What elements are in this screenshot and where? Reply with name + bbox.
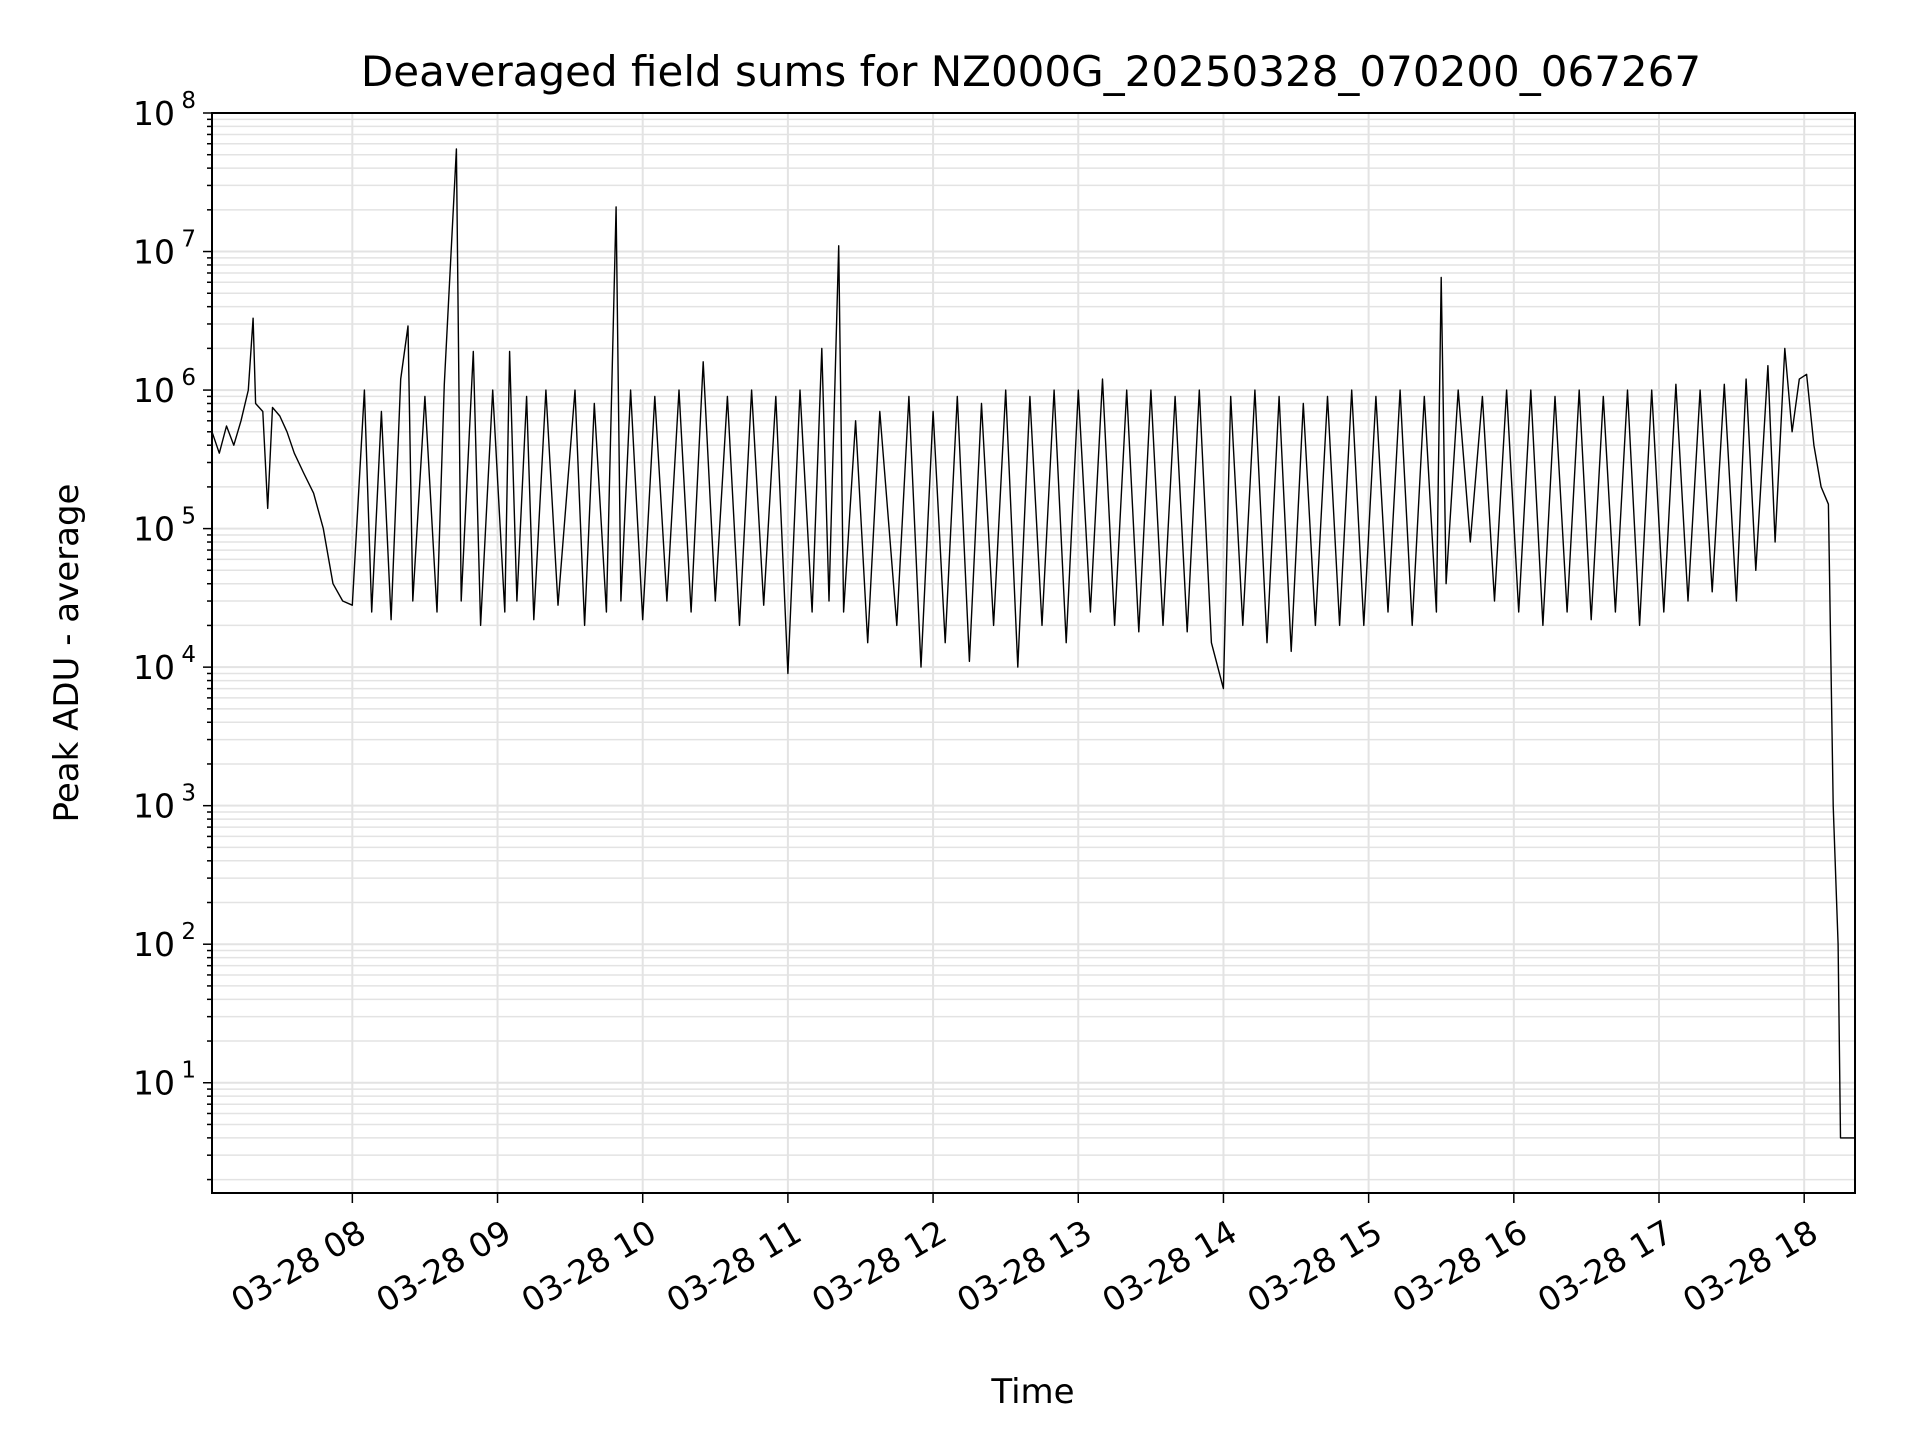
y-tick-exponent: 2 <box>181 919 196 945</box>
y-tick-label: 10 <box>133 648 175 687</box>
y-tick-exponent: 5 <box>181 504 196 530</box>
y-tick-exponent: 8 <box>181 88 196 114</box>
y-tick-exponent: 7 <box>181 227 196 253</box>
series-line <box>211 148 1855 1139</box>
plot-frame <box>211 112 1856 1194</box>
y-tick-exponent: 6 <box>181 365 196 391</box>
y-tick-label: 10 <box>133 925 175 964</box>
y-tick-label: 10 <box>133 1064 175 1103</box>
y-tick-label: 10 <box>133 510 175 549</box>
y-tick-exponent: 1 <box>181 1058 196 1084</box>
y-tick-exponent: 4 <box>181 642 196 668</box>
y-tick-label: 10 <box>133 233 175 272</box>
y-tick-label: 10 <box>133 371 175 410</box>
chart-title: Deaveraged field sums for NZ000G_2025032… <box>361 47 1701 96</box>
grid <box>212 113 1855 1193</box>
x-axis-label: Time <box>990 1372 1074 1412</box>
y-tick-label: 10 <box>133 94 175 133</box>
plot-area <box>211 148 1855 1139</box>
y-tick-exponent: 3 <box>181 781 196 807</box>
y-axis-label: Peak ADU - average <box>47 484 87 823</box>
y-tick-label: 10 <box>133 787 175 826</box>
